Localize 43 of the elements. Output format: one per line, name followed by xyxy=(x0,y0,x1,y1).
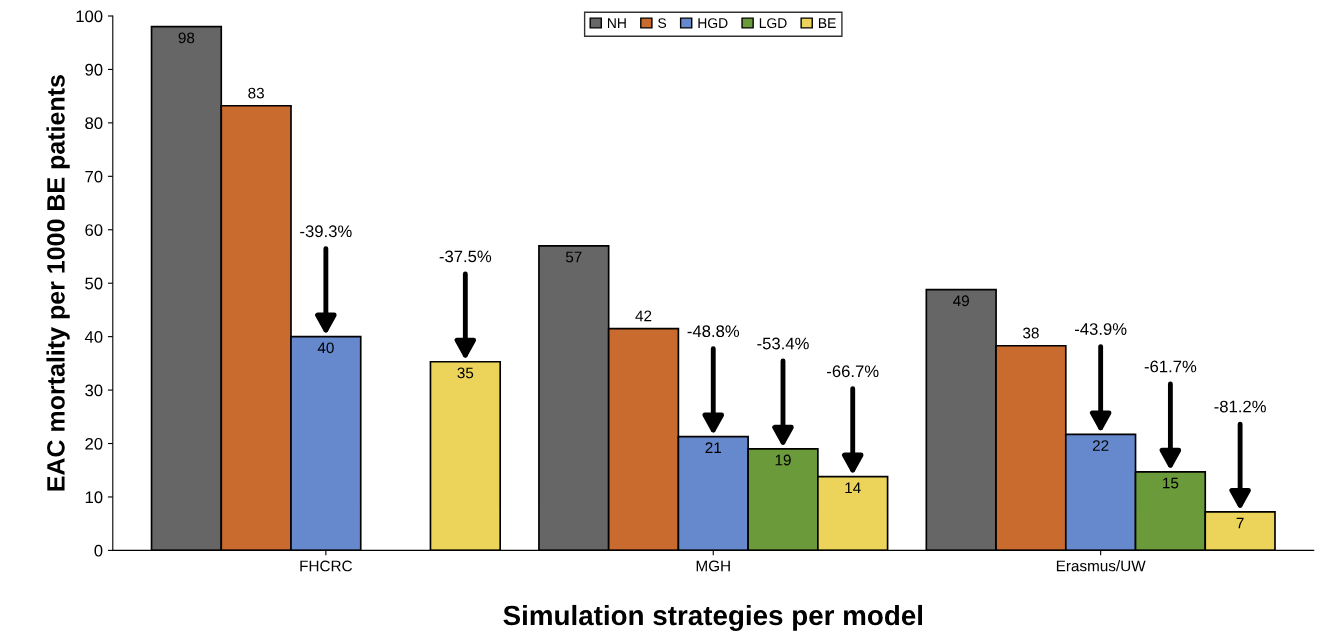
data-label: 22 xyxy=(1092,440,1109,451)
annotation: -61.7% xyxy=(1144,360,1197,373)
y-tick-label: 20 xyxy=(85,437,103,450)
y-tick-label: 0 xyxy=(94,544,103,557)
data-label: 49 xyxy=(953,295,969,307)
data-label: 98 xyxy=(178,32,195,44)
x-tick-label: FHCRC xyxy=(300,560,353,572)
legend-label: LGD xyxy=(759,18,787,29)
data-label: 40 xyxy=(317,342,334,354)
y-tick-label: 60 xyxy=(85,224,103,236)
legend-label: HGD xyxy=(698,18,728,29)
y-tick-label: 70 xyxy=(85,170,103,183)
y-axis-title: EAC mortality per 1000 BE patients xyxy=(46,75,70,491)
annotation: -39.3% xyxy=(300,225,352,238)
annotation: -53.4% xyxy=(757,337,809,350)
y-tick-label: 100 xyxy=(76,10,103,23)
annotation: -43.9% xyxy=(1075,323,1127,335)
y-tick-label: 50 xyxy=(85,277,103,290)
data-label: 14 xyxy=(845,482,861,494)
x-tick-label: MGH xyxy=(696,560,730,572)
y-tick-label: 90 xyxy=(85,63,103,76)
y-tick-label: 10 xyxy=(85,491,103,504)
data-label: 42 xyxy=(635,310,652,322)
legend-label: S xyxy=(658,18,667,29)
annotation: -81.2% xyxy=(1214,400,1266,413)
legend-label: NH xyxy=(607,18,626,28)
data-label: 21 xyxy=(705,442,722,453)
x-tick-label: Erasmus/UW xyxy=(1056,560,1146,572)
data-label: 38 xyxy=(1023,327,1039,339)
data-label: 19 xyxy=(775,454,791,466)
data-label: 7 xyxy=(1236,517,1244,529)
data-label: 83 xyxy=(248,87,264,99)
y-tick-label: 40 xyxy=(84,331,103,343)
x-axis-title: Simulation strategies per model xyxy=(503,604,923,631)
y-tick-label: 80 xyxy=(85,117,103,130)
legend-label: BE xyxy=(818,18,836,28)
data-label: 15 xyxy=(1163,477,1179,489)
data-label: 57 xyxy=(565,251,582,263)
y-tick-label: 30 xyxy=(85,384,103,397)
annotation: -66.7% xyxy=(827,365,879,378)
annotation: -48.8% xyxy=(687,325,740,338)
annotation: -37.5% xyxy=(439,250,492,263)
data-label: 35 xyxy=(457,367,474,379)
